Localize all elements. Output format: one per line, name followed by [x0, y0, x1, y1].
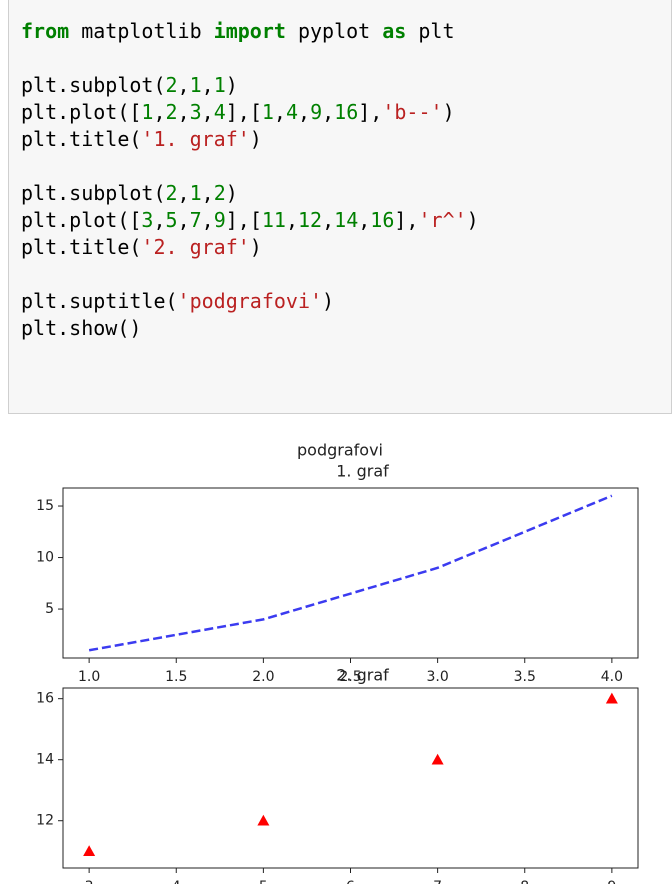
code-line: plt.title('2. graf')	[21, 235, 262, 259]
y-tick-label: 5	[45, 601, 54, 617]
code-line: plt.title('1. graf')	[21, 127, 262, 151]
code-line: plt.suptitle('podgrafovi')	[21, 289, 335, 313]
data-point	[257, 814, 270, 826]
x-tick-label: 2.5	[339, 669, 361, 685]
x-tick-label: 7	[433, 879, 442, 884]
data-point	[431, 753, 444, 765]
code-block: plt.subplot(2,1,1) plt.plot([1,2,3,4],[1,…	[21, 72, 479, 153]
data-point	[605, 692, 618, 704]
y-tick-label: 16	[36, 691, 54, 707]
x-tick-label: 3.5	[514, 669, 536, 685]
x-tick-label: 3	[85, 879, 94, 884]
x-tick-label: 4.0	[601, 669, 623, 685]
code: from matplotlib import pyplot as plt plt.…	[21, 18, 479, 369]
x-tick-label: 8	[520, 879, 529, 884]
x-tick-label: 2.0	[252, 669, 274, 685]
code-block: from matplotlib import pyplot as plt	[21, 18, 479, 45]
y-tick-label: 12	[36, 813, 54, 829]
data-point	[83, 845, 96, 857]
code-block: plt.suptitle('podgrafovi') plt.show()	[21, 288, 479, 342]
x-tick-label: 4	[172, 879, 181, 884]
code-line: plt.plot([3,5,7,9],[11,12,14,16],'r^')	[21, 208, 479, 232]
x-tick-label: 5	[259, 879, 268, 884]
x-tick-label: 1.5	[165, 669, 187, 685]
code-block: plt.subplot(2,1,2) plt.plot([3,5,7,9],[11…	[21, 180, 479, 261]
y-tick-label: 14	[36, 752, 54, 768]
x-tick-label: 9	[607, 879, 616, 884]
x-tick-label: 3.0	[426, 669, 448, 685]
y-tick-label: 15	[36, 498, 54, 514]
y-tick-label: 10	[36, 550, 54, 566]
code-line: plt.plot([1,2,3,4],[1,4,9,16],'b--')	[21, 100, 455, 124]
axes-frame	[62, 687, 639, 869]
chart-title: 2. graf	[336, 666, 389, 685]
x-tick-label: 1.0	[78, 669, 100, 685]
axes-frame	[62, 487, 639, 659]
data-line	[88, 494, 613, 652]
chart-title: 1. graf	[336, 462, 389, 481]
code-line: plt.show()	[21, 316, 142, 340]
code-line: plt.subplot(2,1,2)	[21, 181, 238, 205]
x-tick-label: 6	[346, 879, 355, 884]
code-line: plt.subplot(2,1,1)	[21, 73, 238, 97]
suptitle: podgrafovi	[297, 441, 383, 460]
code-line: from matplotlib import pyplot as plt	[21, 19, 455, 43]
code-cell[interactable]: from matplotlib import pyplot as plt plt.…	[8, 0, 672, 414]
